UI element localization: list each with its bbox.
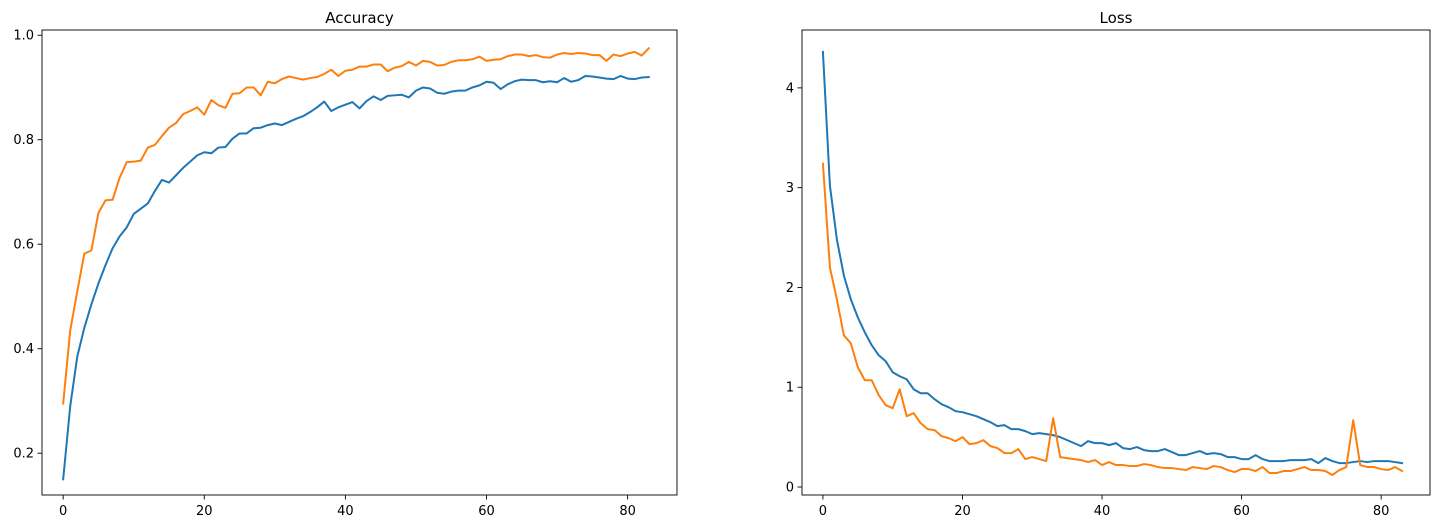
undefined-y-tick-label: 3 (786, 181, 794, 196)
undefined-y-tick-label: 4 (786, 81, 794, 96)
undefined-plot-frame (41, 29, 678, 496)
undefined-y-tick-label: 2 (786, 281, 794, 296)
undefined-x-tick-label: 20 (954, 504, 971, 519)
undefined-x-tick-label: 40 (1094, 504, 1111, 519)
undefined-title: Loss (1100, 9, 1133, 27)
accuracy-chart: Accuracy 0 20 40 60 80 0.2 0.4 0.6 0.8 1.0 (13, 9, 678, 519)
undefined-x-tick-label: 80 (619, 504, 636, 519)
undefined-y-tick-label: 0.4 (13, 342, 34, 357)
undefined-series-line-2 (62, 46, 651, 405)
undefined-y-tick-label: 0 (786, 481, 794, 496)
undefined-x-tick-label: 60 (1233, 504, 1250, 519)
undefined-x-tick-label: 0 (59, 504, 67, 519)
undefined-y-tick-label: 0.6 (13, 238, 34, 253)
undefined-title: Accuracy (325, 9, 394, 27)
undefined-y-tick-label: 0.8 (13, 133, 34, 148)
undefined-x-tick-label: 0 (819, 504, 827, 519)
undefined-x-tick-label: 60 (478, 504, 495, 519)
undefined-x-tick-label: 40 (337, 504, 354, 519)
undefined-series-line-1 (821, 50, 1404, 465)
undefined-y-tick-label: 0.2 (13, 447, 34, 462)
undefined-plot-frame (801, 29, 1431, 496)
undefined-series-line-1 (62, 74, 650, 481)
undefined-y-tick-label: 1 (786, 381, 794, 396)
undefined-series-line-2 (821, 162, 1404, 477)
loss-chart: Loss 0 20 40 60 80 0 1 2 3 4 (786, 9, 1431, 519)
undefined-y-tick-label: 1.0 (13, 29, 34, 44)
undefined-x-tick-label: 20 (196, 504, 213, 519)
undefined-x-tick-label: 80 (1373, 504, 1390, 519)
